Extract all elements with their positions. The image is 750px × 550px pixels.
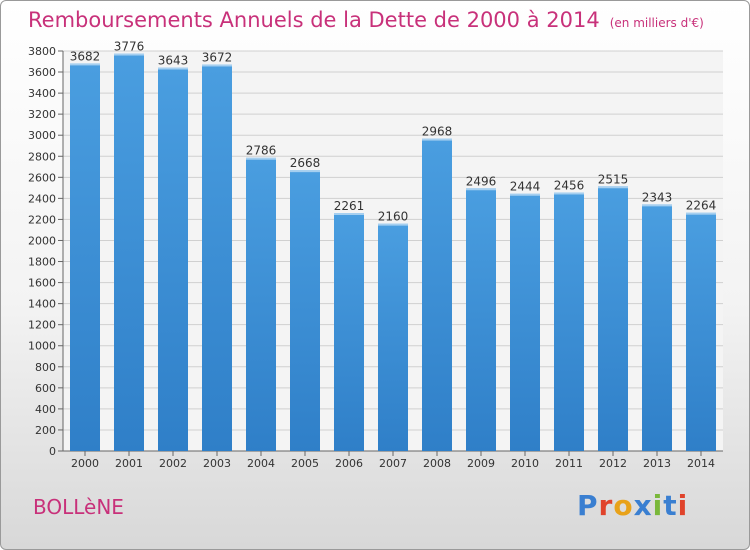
bar	[422, 138, 452, 451]
bar-highlight	[202, 64, 232, 67]
bar	[510, 193, 540, 451]
bar-highlight	[422, 138, 452, 141]
bar	[158, 67, 188, 452]
bar	[246, 157, 276, 451]
bar-highlight	[642, 204, 672, 207]
x-tick-label: 2003	[203, 457, 231, 470]
bar-value-label: 2444	[510, 180, 541, 194]
x-tick-label: 2010	[511, 457, 539, 470]
logo-letter: o	[613, 489, 634, 522]
bar-value-label: 3776	[114, 40, 145, 54]
bar-value-label: 2515	[598, 172, 629, 186]
x-tick-label: 2004	[247, 457, 275, 470]
logo-letter: i	[677, 489, 689, 522]
bar-value-label: 3672	[202, 50, 233, 64]
bar	[70, 63, 100, 451]
x-tick-label: 2001	[115, 457, 143, 470]
y-tick-label: 2200	[28, 213, 56, 226]
bar-value-label: 2456	[554, 178, 585, 192]
y-tick-label: 1400	[28, 298, 56, 311]
bar	[202, 64, 232, 451]
x-tick-label: 2008	[423, 457, 451, 470]
bar-highlight	[158, 67, 188, 70]
logo-letter: i	[652, 489, 664, 522]
logo-letter: P	[577, 489, 599, 522]
y-tick-label: 3200	[28, 108, 56, 121]
y-tick-label: 2000	[28, 234, 56, 247]
proxiti-logo: Proxiti	[577, 489, 688, 522]
chart-title: Remboursements Annuels de la Dette de 20…	[28, 8, 704, 32]
y-tick-label: 3600	[28, 66, 56, 79]
y-tick-label: 2600	[28, 171, 56, 184]
y-tick-label: 800	[35, 361, 56, 374]
bar	[334, 213, 364, 451]
y-tick-label: 0	[49, 445, 56, 458]
bar-highlight	[510, 193, 540, 196]
title-unit: (en milliers d'€)	[609, 16, 704, 30]
x-tick-label: 2013	[643, 457, 671, 470]
y-tick-label: 1000	[28, 340, 56, 353]
y-tick-label: 3400	[28, 87, 56, 100]
bar-value-label: 3643	[158, 54, 189, 68]
logo-letter: t	[663, 489, 678, 522]
x-tick-label: 2000	[71, 457, 99, 470]
bar-highlight	[598, 186, 628, 189]
bar-highlight	[70, 63, 100, 66]
bar-value-label: 2261	[334, 199, 365, 213]
bar	[378, 223, 408, 451]
y-tick-label: 200	[35, 424, 56, 437]
bar-highlight	[686, 212, 716, 215]
bar	[686, 212, 716, 451]
bar	[290, 170, 320, 451]
y-tick-label: 1200	[28, 319, 56, 332]
bar-highlight	[554, 192, 584, 195]
y-tick-label: 600	[35, 382, 56, 395]
x-tick-label: 2014	[687, 457, 715, 470]
bar-highlight	[114, 53, 144, 56]
x-tick-label: 2011	[555, 457, 583, 470]
bar-value-label: 2264	[686, 199, 717, 213]
x-tick-label: 2006	[335, 457, 363, 470]
bar	[114, 53, 144, 452]
bar-highlight	[378, 223, 408, 226]
bar	[466, 188, 496, 451]
x-tick-label: 2009	[467, 457, 495, 470]
y-tick-label: 2800	[28, 150, 56, 163]
y-tick-label: 1800	[28, 256, 56, 269]
bar-highlight	[466, 188, 496, 191]
bar-highlight	[290, 170, 320, 173]
bar	[554, 192, 584, 451]
x-tick-label: 2002	[159, 457, 187, 470]
logo-letter: x	[633, 489, 653, 522]
bar-value-label: 3682	[70, 49, 101, 63]
bar-value-label: 2160	[378, 210, 409, 224]
y-tick-label: 3800	[28, 45, 56, 58]
bar	[598, 186, 628, 451]
x-tick-label: 2005	[291, 457, 319, 470]
y-tick-label: 1600	[28, 277, 56, 290]
title-text: Remboursements Annuels de la Dette de 20…	[28, 8, 600, 32]
bar	[642, 204, 672, 451]
y-tick-label: 2400	[28, 192, 56, 205]
bar-value-label: 2496	[466, 174, 497, 188]
logo-letter: r	[598, 489, 614, 522]
y-tick-label: 3000	[28, 129, 56, 142]
bar-value-label: 2968	[422, 125, 453, 139]
x-tick-label: 2012	[599, 457, 627, 470]
city-name: BOLLèNE	[33, 495, 124, 519]
bar-value-label: 2786	[246, 144, 277, 158]
bar-value-label: 2343	[642, 190, 673, 204]
bar-highlight	[334, 213, 364, 215]
bar-value-label: 2668	[290, 156, 321, 170]
x-tick-label: 2007	[379, 457, 407, 470]
y-tick-label: 400	[35, 403, 56, 416]
bar-highlight	[246, 157, 276, 160]
